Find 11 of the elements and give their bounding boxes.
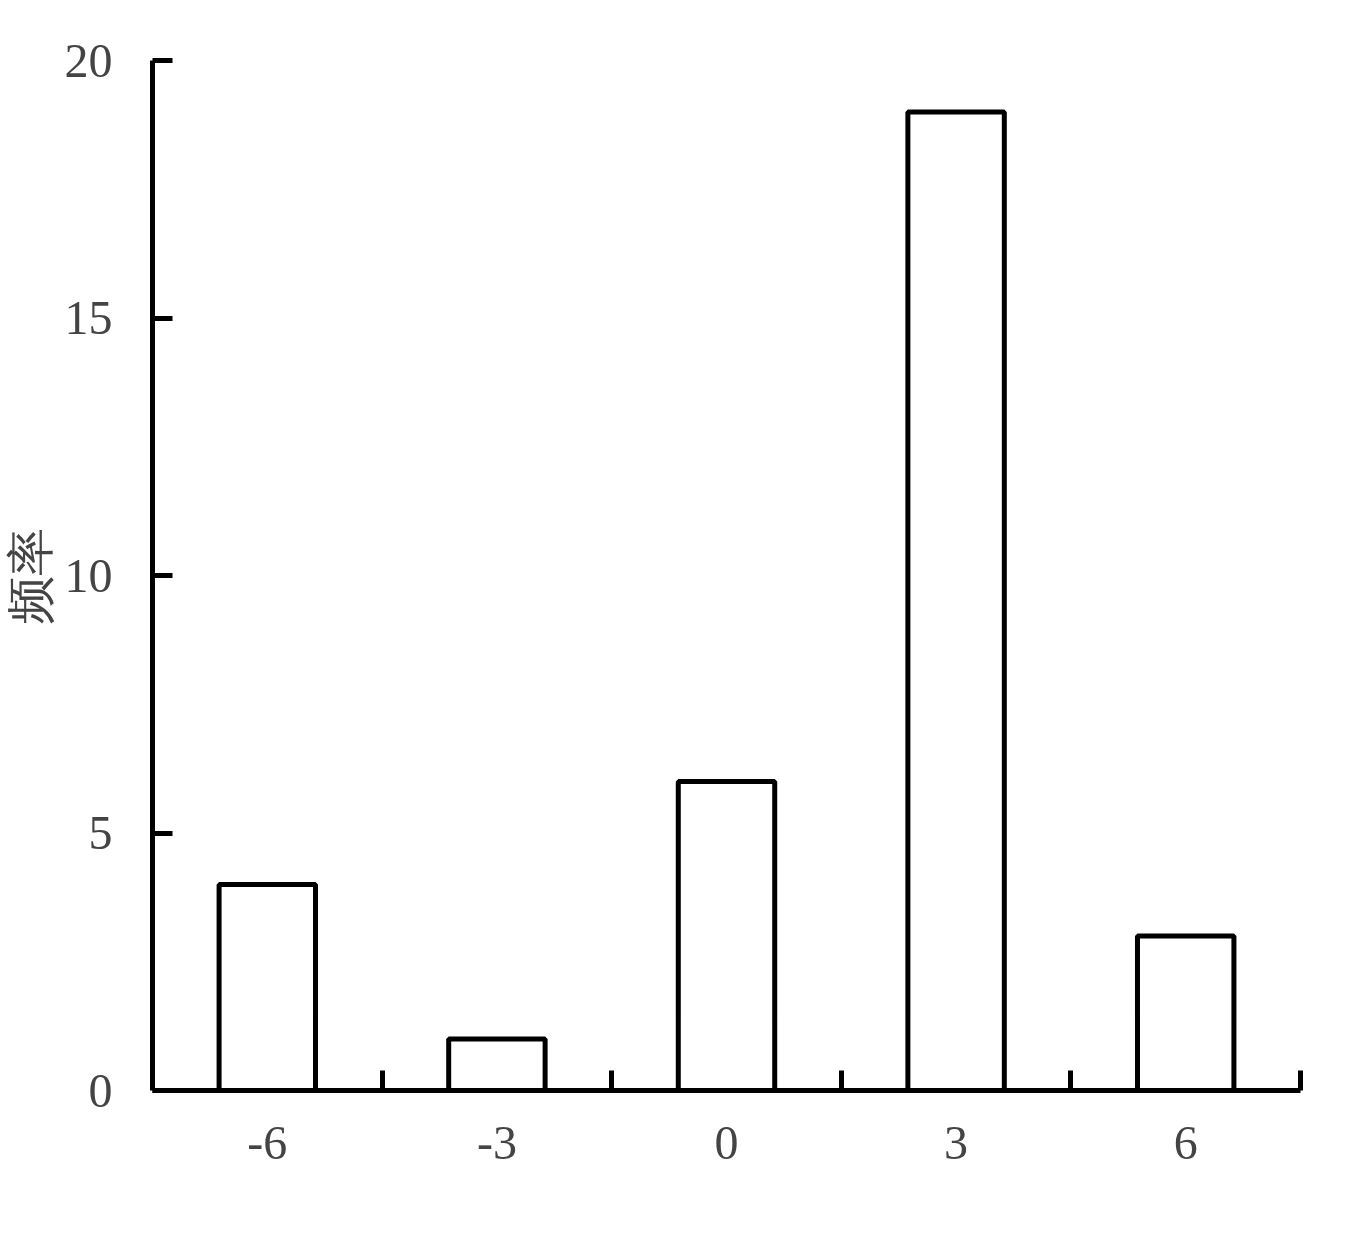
x-tick-label: -3 [476,1115,517,1169]
y-tick-label: 20 [64,33,113,87]
x-tick-label: 3 [944,1115,969,1169]
x-tick-label: -6 [247,1115,288,1169]
y-tick-label: 5 [88,806,113,859]
x-tick-label: 6 [1173,1115,1198,1169]
x-tick-label: 0 [714,1115,739,1169]
y-tick-label: 0 [88,1063,113,1117]
y-tick-label: 10 [64,548,113,602]
y-tick-label: 15 [64,291,113,344]
y-axis-title: 频率 [3,527,57,624]
